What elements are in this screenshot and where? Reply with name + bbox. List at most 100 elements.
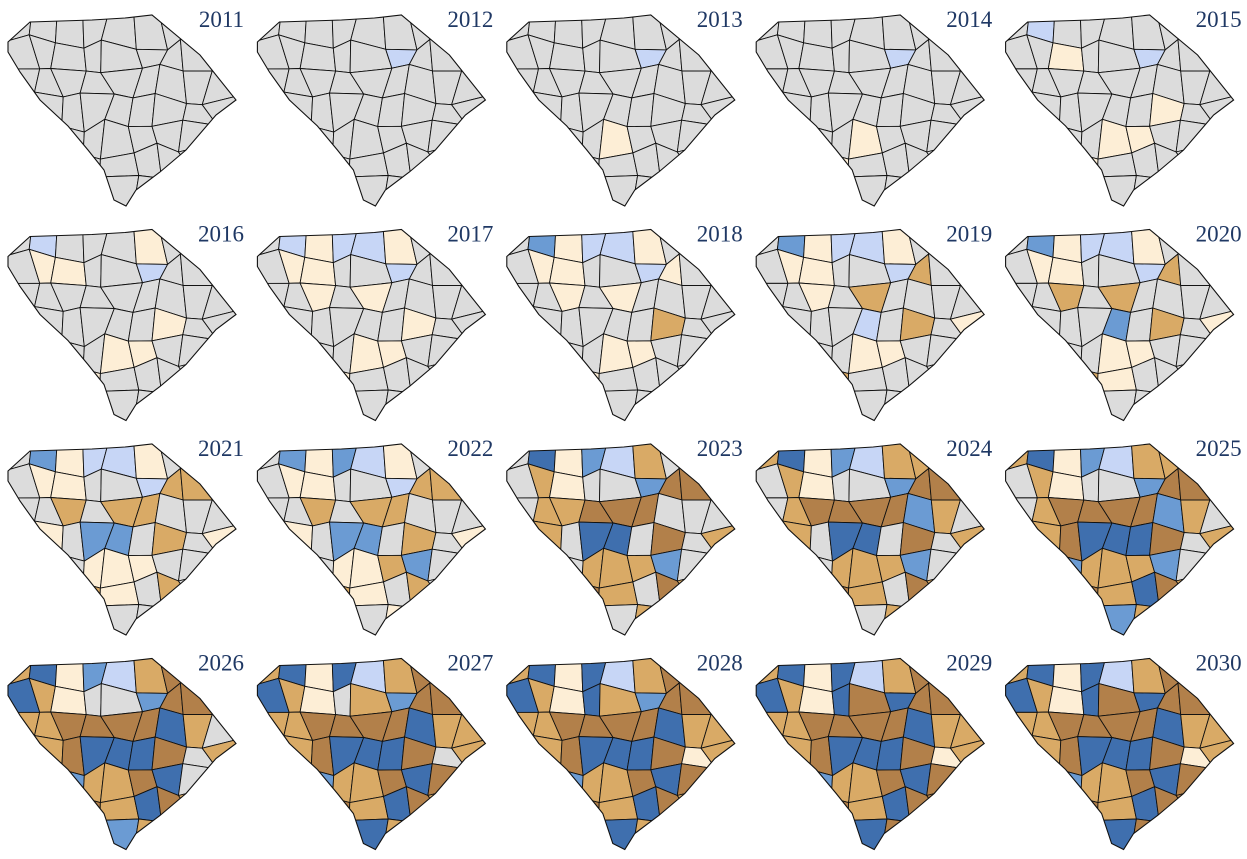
year-label: 2012 <box>447 7 493 32</box>
county <box>305 397 337 421</box>
county <box>580 605 608 635</box>
counties <box>756 229 985 421</box>
county <box>8 793 33 824</box>
counties <box>1005 15 1234 206</box>
county <box>963 785 985 823</box>
county <box>1212 571 1234 609</box>
county <box>82 605 109 635</box>
county <box>1207 175 1234 206</box>
county <box>581 153 600 185</box>
county <box>429 250 463 287</box>
county <box>1079 819 1107 850</box>
county <box>756 392 781 421</box>
map-panel: 2027 <box>256 651 493 851</box>
county <box>1080 368 1099 399</box>
county <box>553 15 584 49</box>
county <box>713 142 735 180</box>
county <box>158 171 194 206</box>
county <box>158 600 194 635</box>
county <box>526 791 559 831</box>
county <box>304 658 334 693</box>
county <box>304 444 334 478</box>
county <box>32 520 64 563</box>
county <box>632 658 667 694</box>
county <box>804 826 836 850</box>
county <box>713 123 735 152</box>
county <box>779 607 808 635</box>
county <box>1212 552 1234 581</box>
county <box>1005 150 1030 180</box>
county <box>776 339 811 373</box>
counties <box>1005 229 1234 421</box>
county <box>54 15 85 49</box>
county <box>1052 15 1082 49</box>
map-panel: 2018 <box>506 222 743 422</box>
county <box>756 91 784 134</box>
counties <box>506 229 735 421</box>
county <box>277 125 312 159</box>
county <box>31 822 60 850</box>
county <box>776 362 809 402</box>
county <box>1130 444 1166 480</box>
county <box>82 819 109 850</box>
county <box>214 766 236 796</box>
county <box>54 229 85 264</box>
county <box>708 390 735 421</box>
county <box>1096 389 1137 421</box>
county <box>277 554 312 588</box>
county <box>1096 604 1137 635</box>
county <box>1025 362 1058 402</box>
county <box>958 604 985 635</box>
county <box>1005 579 1030 609</box>
county <box>257 579 282 609</box>
county <box>51 791 88 831</box>
county <box>99 604 140 635</box>
county <box>408 171 443 206</box>
map-panel: 2029 <box>755 651 992 851</box>
county <box>683 600 716 635</box>
county <box>526 768 562 802</box>
county <box>526 362 559 402</box>
county <box>464 356 486 394</box>
county <box>1005 735 1033 778</box>
county <box>429 679 463 716</box>
counties <box>1005 444 1234 635</box>
counties <box>1005 658 1234 850</box>
county <box>678 250 712 287</box>
county <box>830 368 850 399</box>
county <box>1054 182 1085 206</box>
county <box>1028 178 1058 206</box>
county <box>756 821 781 850</box>
county <box>555 397 587 421</box>
county <box>881 15 917 51</box>
county <box>464 766 486 796</box>
county <box>277 147 310 187</box>
county <box>632 444 667 480</box>
county <box>257 337 284 373</box>
county <box>1005 607 1030 635</box>
county <box>1025 125 1061 159</box>
county <box>82 797 101 828</box>
county <box>928 679 961 716</box>
county <box>553 658 584 693</box>
county <box>881 658 917 694</box>
county <box>953 679 985 716</box>
county <box>56 826 88 850</box>
county <box>958 819 985 850</box>
county <box>277 576 310 616</box>
county <box>776 554 811 588</box>
county <box>56 611 88 635</box>
county <box>907 600 942 635</box>
county <box>257 552 284 588</box>
county <box>8 364 33 395</box>
county <box>1052 658 1082 693</box>
year-label: 2024 <box>946 436 993 461</box>
county <box>704 464 735 501</box>
county <box>51 362 88 402</box>
county <box>756 306 784 349</box>
county <box>704 250 735 287</box>
county <box>277 768 312 802</box>
county <box>99 818 140 850</box>
counties <box>506 15 735 206</box>
county <box>756 364 781 395</box>
